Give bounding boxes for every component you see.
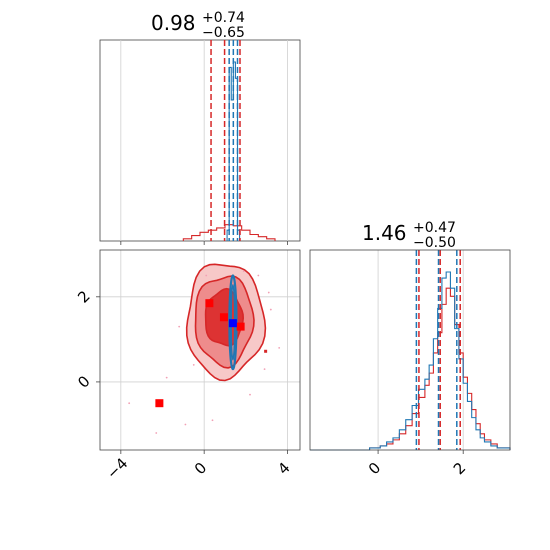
- y-tick-label: 2: [74, 287, 93, 306]
- y-axis-ticks: 02: [74, 287, 100, 392]
- scatter-point: [249, 393, 251, 396]
- markers: [155, 299, 268, 408]
- scatter-point: [155, 432, 158, 434]
- panel-frame: [309, 249, 511, 451]
- x-tick-label: 2: [450, 459, 469, 478]
- histogram-blue: [310, 271, 511, 451]
- marker-blue-square: [228, 319, 237, 328]
- quantile-lines: [415, 250, 461, 450]
- scatter-point: [257, 274, 260, 277]
- grid-lines: [377, 250, 464, 450]
- scatter-point: [128, 402, 131, 405]
- scatter-point: [242, 270, 245, 273]
- scatter-point: [184, 423, 187, 426]
- marker-red-square: [155, 399, 164, 408]
- contours: [185, 263, 267, 382]
- title-param1-minus: −0.65: [202, 25, 245, 41]
- x-axis-ticks: −4 0 4: [103, 450, 294, 483]
- marker-red-square: [205, 299, 214, 308]
- y-tick-label: 0: [74, 372, 93, 391]
- quantile-lines: [210, 40, 241, 241]
- scatter-point: [192, 363, 195, 366]
- panel-frame: [99, 249, 301, 451]
- title-param2-median: 1.46: [362, 221, 407, 245]
- scatter-point: [178, 325, 181, 328]
- marginal-panel-param1: 0.98 +0.74 −0.65: [99, 10, 301, 245]
- scatter-point: [211, 419, 214, 422]
- scatter-point: [278, 346, 281, 349]
- title-param2-minus: −0.50: [413, 235, 456, 251]
- panel-frame: [99, 39, 301, 242]
- scatter-point: [267, 291, 270, 294]
- scatter-point: [263, 368, 266, 371]
- x-tick-label: 0: [191, 459, 210, 478]
- x-tick-label: −4: [103, 454, 131, 482]
- histograms: [310, 271, 511, 451]
- scatter-point: [269, 308, 272, 311]
- grid-lines: [120, 40, 288, 245]
- x-tick-label: 4: [274, 459, 293, 478]
- title-param1-median: 0.98: [151, 11, 196, 35]
- joint-panel: −4 0 4 02: [74, 249, 301, 483]
- x-tick-label: 0: [365, 459, 384, 478]
- marker-red-square: [236, 322, 245, 331]
- scatter-point: [165, 376, 168, 379]
- title-param1-plus: +0.74: [202, 10, 245, 26]
- scatter-points: [128, 270, 281, 434]
- histogram-red: [310, 287, 511, 451]
- title-param2-plus: +0.47: [413, 220, 456, 236]
- scatter-point: [205, 274, 208, 277]
- marker-red-square: [219, 313, 228, 322]
- marker-outlier: [264, 349, 268, 353]
